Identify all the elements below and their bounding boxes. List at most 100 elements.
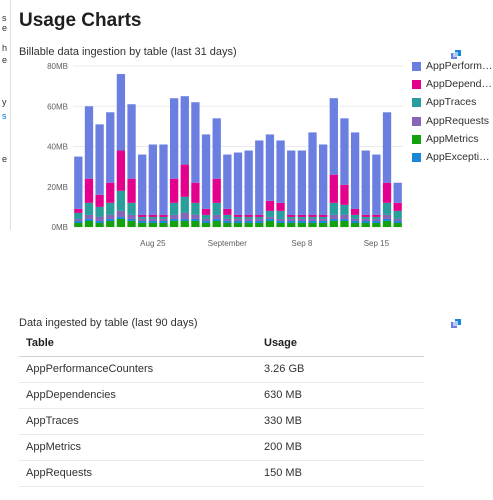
bar-segment[interactable] (382, 220, 392, 227)
bar-segment[interactable] (74, 212, 83, 219)
bar-segment[interactable] (382, 214, 392, 219)
bar-segment[interactable] (276, 210, 285, 219)
bar-segment[interactable] (212, 118, 221, 179)
table-row[interactable]: AppDependencies 630 MB (19, 382, 424, 409)
bar-segment[interactable] (319, 214, 328, 217)
bar-segment[interactable] (233, 220, 243, 223)
bar-segment[interactable] (276, 222, 285, 227)
bar-segment[interactable] (287, 222, 296, 227)
bar-segment[interactable] (169, 178, 179, 203)
bar-segment[interactable] (106, 214, 115, 219)
bar-segment[interactable] (191, 214, 200, 219)
bar-segment[interactable] (287, 214, 296, 217)
bar-segment[interactable] (350, 208, 360, 215)
bar-segment[interactable] (329, 202, 338, 215)
bar-segment[interactable] (159, 214, 168, 217)
bar-segment[interactable] (148, 222, 157, 227)
bar-segment[interactable] (138, 218, 147, 221)
bar-segment[interactable] (319, 220, 328, 223)
bar-segment[interactable] (169, 218, 179, 221)
bar-segment[interactable] (201, 134, 211, 209)
bar-segment[interactable] (138, 216, 147, 219)
bar-segment[interactable] (340, 214, 349, 219)
bar-segment[interactable] (265, 210, 275, 217)
bar-segment[interactable] (233, 152, 243, 215)
bar-segment[interactable] (95, 206, 104, 217)
bar-segment[interactable] (74, 218, 83, 221)
bar-segment[interactable] (350, 222, 360, 227)
bar-segment[interactable] (350, 214, 360, 219)
bar-segment[interactable] (244, 214, 253, 217)
bar-segment[interactable] (159, 216, 168, 219)
bar-segment[interactable] (201, 208, 211, 215)
bar-segment[interactable] (74, 220, 83, 223)
bar-segment[interactable] (84, 214, 94, 219)
bar-segment[interactable] (180, 164, 189, 197)
bar-segment[interactable] (287, 216, 296, 219)
table-row[interactable]: AppRequests 150 MB (19, 460, 424, 487)
bar-segment[interactable] (361, 220, 370, 223)
bar-segment[interactable] (329, 220, 338, 227)
bar-segment[interactable] (223, 208, 232, 215)
bar-segment[interactable] (340, 220, 349, 227)
bar-segment[interactable] (297, 218, 307, 221)
bar-segment[interactable] (244, 220, 253, 223)
bar-segment[interactable] (223, 154, 232, 209)
bar-segment[interactable] (308, 222, 317, 227)
bar-segment[interactable] (148, 220, 157, 223)
bar-segment[interactable] (287, 150, 296, 215)
bar-segment[interactable] (297, 216, 307, 219)
bar-segment[interactable] (319, 144, 328, 215)
bar-segment[interactable] (223, 218, 232, 221)
bar-segment[interactable] (361, 150, 370, 215)
bar-segment[interactable] (255, 140, 264, 215)
bar-segment[interactable] (84, 178, 94, 203)
bar-segment[interactable] (106, 182, 115, 203)
bar-segment[interactable] (212, 214, 221, 219)
bar-segment[interactable] (233, 218, 243, 221)
bar-segment[interactable] (308, 132, 317, 215)
table-row[interactable]: AppTraces 330 MB (19, 408, 424, 435)
bar-segment[interactable] (276, 218, 285, 221)
bar-segment[interactable] (297, 150, 307, 215)
bar-segment[interactable] (116, 190, 126, 211)
bar-segment[interactable] (276, 140, 285, 203)
bar-segment[interactable] (95, 124, 104, 195)
table-row[interactable]: AppMetrics 200 MB (19, 434, 424, 461)
bar-segment[interactable] (382, 112, 392, 183)
bar-segment[interactable] (319, 216, 328, 219)
bar-segment[interactable] (319, 222, 328, 227)
bar-segment[interactable] (382, 202, 392, 215)
bar-segment[interactable] (74, 156, 83, 209)
bar-segment[interactable] (329, 214, 338, 219)
bar-segment[interactable] (393, 218, 402, 221)
bar-segment[interactable] (106, 112, 115, 183)
bar-segment[interactable] (244, 222, 253, 227)
bar-segment[interactable] (95, 220, 104, 223)
bar-segment[interactable] (255, 216, 264, 219)
bar-segment[interactable] (127, 218, 136, 221)
bar-segment[interactable] (127, 214, 136, 219)
bar-segment[interactable] (372, 216, 381, 219)
bar-segment[interactable] (191, 202, 200, 215)
bar-segment[interactable] (169, 202, 179, 215)
bar-segment[interactable] (116, 216, 126, 219)
bar-segment[interactable] (265, 220, 275, 227)
bar-segment[interactable] (212, 178, 221, 203)
bar-segment[interactable] (372, 220, 381, 223)
bar-segment[interactable] (116, 74, 126, 151)
legend-item[interactable]: AppTraces (412, 96, 493, 114)
bar-segment[interactable] (148, 216, 157, 219)
bar-segment[interactable] (393, 210, 402, 219)
bar-segment[interactable] (329, 174, 338, 203)
bar-segment[interactable] (138, 154, 147, 215)
bar-segment[interactable] (180, 96, 189, 165)
bar-segment[interactable] (201, 220, 211, 223)
bar-segment[interactable] (308, 220, 317, 223)
bar-segment[interactable] (138, 220, 147, 223)
bar-segment[interactable] (169, 98, 179, 179)
bar-segment[interactable] (159, 222, 168, 227)
bar-segment[interactable] (393, 220, 402, 223)
bar-segment[interactable] (191, 218, 200, 221)
bar-segment[interactable] (244, 218, 253, 221)
